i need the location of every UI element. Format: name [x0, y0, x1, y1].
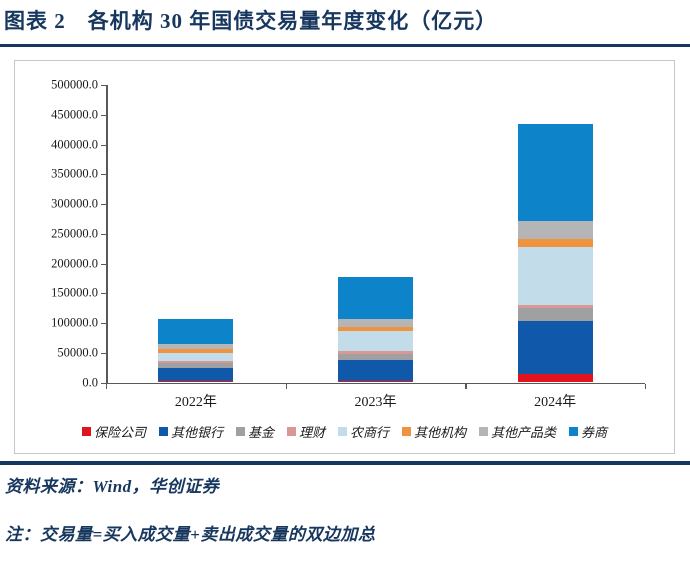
bar-segment-保险公司	[158, 380, 234, 383]
legend-label: 其他产品类	[491, 425, 557, 440]
bar-segment-理财	[338, 351, 413, 354]
x-axis-tick	[285, 383, 287, 389]
y-axis-tick-label: 350000.0	[51, 166, 98, 181]
x-axis-tick	[465, 383, 467, 389]
title-divider	[0, 44, 690, 47]
bar-segment-券商	[158, 318, 234, 344]
legend-item: 其他产品类	[479, 422, 556, 441]
bar-segment-基金	[158, 363, 234, 368]
legend-label: 其他银行	[170, 425, 223, 440]
y-axis-tick	[101, 85, 106, 87]
legend-swatch-icon	[479, 427, 489, 436]
bar-segment-基金	[517, 307, 593, 321]
legend-swatch-icon	[286, 427, 296, 436]
legend-label: 券商	[581, 425, 608, 440]
legend-swatch-icon	[235, 427, 245, 436]
chart-legend: 保险公司 其他银行 基金 理财 农商行 其他机构 其他产品类 券商	[15, 422, 674, 441]
y-axis-tick-label: 0.0	[82, 375, 98, 389]
x-axis-line	[106, 382, 645, 384]
bar-segment-基金	[338, 353, 413, 361]
x-axis-category-label: 2023年	[354, 394, 397, 410]
y-axis-tick	[101, 382, 106, 384]
y-axis-tick	[101, 233, 106, 235]
bar-segment-农商行	[517, 246, 593, 306]
bar-segment-其他产品类	[338, 319, 413, 327]
figure-title: 图表 2 各机构 30 年国债交易量年度变化（亿元）	[4, 9, 498, 33]
y-axis-tick	[101, 114, 106, 116]
bar-segment-其他机构	[338, 326, 413, 332]
y-axis-line	[106, 85, 108, 383]
legend-swatch-icon	[338, 427, 347, 436]
stacked-bar-chart: 0.0 50000.0 100000.0 150000.0 200000.0 250000…	[15, 61, 674, 453]
bar-segment-其他银行	[158, 367, 234, 381]
legend-swatch-icon	[158, 427, 168, 436]
y-axis-tick	[101, 293, 106, 295]
legend-label: 理财	[298, 425, 325, 440]
source-note: 资料来源：Wind，华创证券	[5, 477, 220, 496]
bar-segment-保险公司	[338, 381, 413, 383]
y-axis-tick	[101, 263, 106, 265]
y-axis-tick	[101, 352, 106, 354]
y-axis-tick-label: 400000.0	[51, 137, 98, 151]
legend-label: 其他机构	[414, 425, 467, 440]
legend-swatch-icon	[402, 427, 412, 436]
legend-item: 券商	[569, 422, 607, 441]
chart-frame: 0.0 50000.0 100000.0 150000.0 200000.0 250000…	[14, 60, 675, 454]
y-axis-tick	[101, 144, 106, 146]
bar-segment-农商行	[338, 331, 413, 352]
bar-segment-理财	[517, 305, 593, 308]
bar-segment-其他机构	[517, 239, 593, 247]
y-axis-tick-label: 100000.0	[51, 315, 98, 330]
legend-label: 保险公司	[93, 425, 146, 440]
legend-swatch-icon	[81, 427, 91, 436]
legend-item: 其他银行	[158, 422, 223, 441]
y-axis-tick	[101, 323, 106, 325]
y-axis-tick	[101, 174, 106, 176]
y-axis-tick-label: 250000.0	[51, 226, 98, 241]
y-axis-tick-label: 300000.0	[51, 196, 98, 211]
y-axis-tick-label: 500000.0	[51, 77, 98, 92]
legend-item: 其他机构	[402, 422, 466, 441]
legend-item: 保险公司	[81, 422, 146, 441]
legend-item: 理财	[286, 422, 325, 441]
y-axis-tick	[101, 204, 106, 206]
bar-segment-保险公司	[517, 373, 593, 383]
x-axis-tick	[106, 383, 108, 389]
y-axis-tick-label: 150000.0	[51, 285, 98, 300]
bar-segment-其他产品类	[517, 221, 593, 240]
x-axis-category-label: 2024年	[534, 394, 577, 410]
bar-segment-理财	[158, 361, 234, 364]
bar-segment-其他产品类	[158, 343, 234, 350]
x-axis-category-label: 2022年	[174, 394, 217, 410]
note-text: 注：交易量=买入成交量+卖出成交量的双边加总	[5, 525, 376, 544]
legend-item: 基金	[235, 422, 274, 441]
bar-segment-券商	[338, 276, 413, 320]
bar-segment-其他银行	[338, 360, 413, 381]
legend-swatch-icon	[569, 427, 579, 436]
footer-divider	[0, 461, 690, 465]
bar-segment-农商行	[158, 352, 234, 362]
legend-label: 农商行	[350, 425, 390, 440]
bar-segment-其他银行	[517, 320, 593, 374]
y-axis-tick-label: 200000.0	[51, 256, 98, 270]
y-axis-tick-label: 50000.0	[57, 345, 98, 360]
bar-segment-其他机构	[158, 349, 234, 353]
y-axis-tick-label: 450000.0	[51, 107, 98, 122]
legend-item: 农商行	[338, 422, 389, 441]
legend-label: 基金	[247, 425, 274, 440]
x-axis-tick	[645, 383, 647, 389]
bar-segment-券商	[517, 123, 593, 222]
